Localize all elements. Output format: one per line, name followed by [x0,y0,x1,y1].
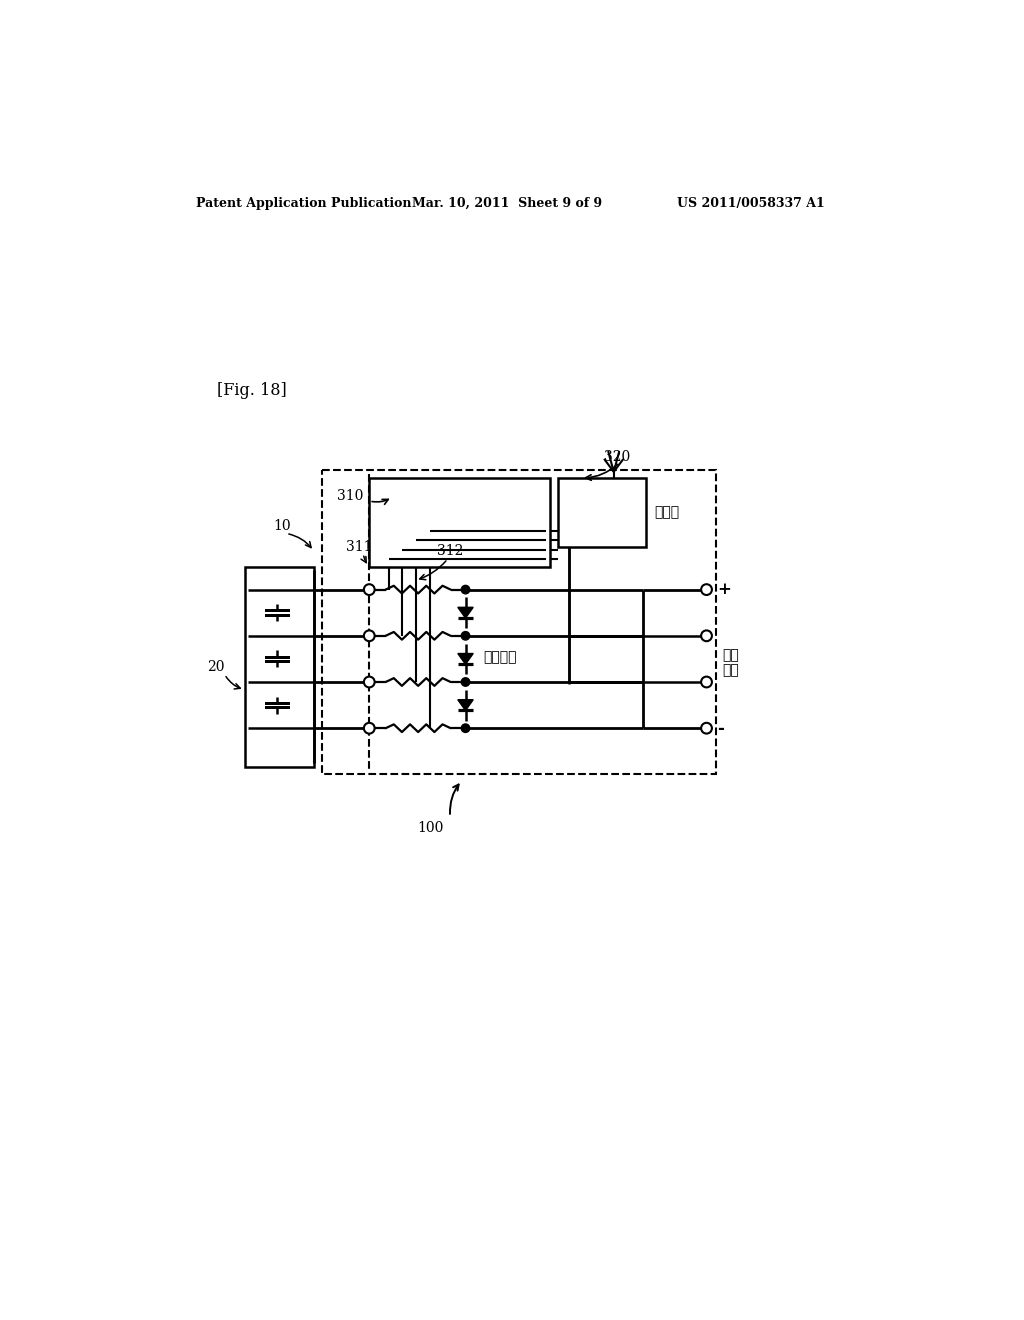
Text: 출력: 출력 [722,664,738,677]
Text: 10: 10 [273,519,292,533]
Circle shape [364,723,375,734]
Text: 320: 320 [604,450,631,465]
Bar [245,566,313,767]
Bar [558,478,646,548]
Circle shape [461,631,470,640]
Text: 송신기: 송신기 [654,506,679,520]
Text: 다이오드: 다이오드 [483,651,517,664]
Circle shape [364,677,375,688]
Text: Patent Application Publication: Patent Application Publication [196,197,412,210]
Polygon shape [458,700,473,710]
Circle shape [701,585,712,595]
Text: 312: 312 [437,544,464,558]
Polygon shape [458,607,473,618]
Circle shape [364,631,375,642]
Circle shape [461,723,470,733]
Circle shape [701,631,712,642]
Text: 311: 311 [346,540,373,554]
Bar [322,470,716,775]
Text: 310: 310 [337,488,364,503]
Circle shape [461,677,470,686]
Text: 20: 20 [208,660,225,673]
Polygon shape [458,653,473,664]
Text: 100: 100 [418,821,444,836]
Circle shape [461,585,470,594]
Text: US 2011/0058337 A1: US 2011/0058337 A1 [677,197,825,210]
Text: 센서: 센서 [722,648,738,663]
Bar [370,478,550,566]
Circle shape [701,677,712,688]
Circle shape [701,723,712,734]
Circle shape [364,585,375,595]
Text: -: - [717,719,724,737]
Text: +: + [717,581,731,598]
Text: Mar. 10, 2011  Sheet 9 of 9: Mar. 10, 2011 Sheet 9 of 9 [412,197,602,210]
Text: [Fig. 18]: [Fig. 18] [217,383,287,400]
